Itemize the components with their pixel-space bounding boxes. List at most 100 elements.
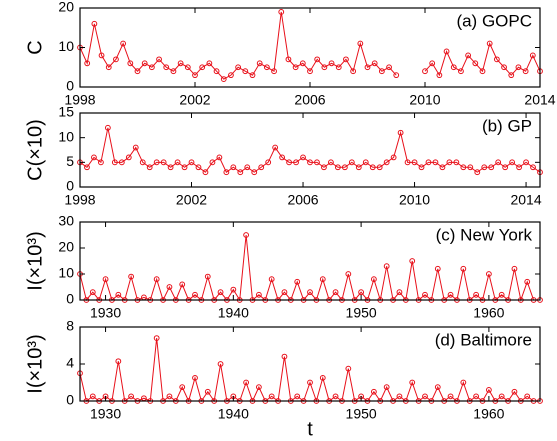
data-point: [244, 164, 251, 171]
data-point: [166, 393, 173, 400]
data-point: [84, 60, 91, 67]
data-point: [328, 60, 335, 67]
x-tick-label: 2014: [524, 92, 555, 108]
data-point: [192, 72, 198, 79]
data-point: [286, 159, 292, 166]
data-point: [485, 271, 492, 277]
data-point: [473, 291, 480, 298]
data-point: [409, 258, 416, 264]
data-point: [341, 164, 348, 171]
x-tick-label: 1940: [218, 305, 249, 321]
data-point: [134, 68, 141, 75]
x-tick-label: 1950: [346, 406, 377, 422]
data-point: [473, 393, 480, 400]
data-point: [268, 393, 275, 400]
y-tick-label: 30: [58, 213, 74, 229]
data-point: [307, 68, 313, 75]
data-point: [425, 159, 432, 166]
data-point: [84, 164, 90, 171]
data-point: [370, 276, 377, 283]
data-point: [174, 159, 181, 166]
x-tick-label: 1960: [473, 305, 504, 321]
data-point: [511, 265, 518, 272]
data-point: [206, 60, 213, 67]
data-point: [515, 64, 522, 71]
data-point: [166, 284, 173, 290]
data-point: [383, 384, 390, 391]
data-point: [220, 76, 227, 82]
data-point: [370, 388, 377, 395]
data-point: [271, 68, 277, 75]
data-point: [378, 68, 385, 75]
data-point: [314, 159, 320, 166]
data-point: [265, 159, 272, 166]
x-tick-label: 1930: [90, 305, 121, 321]
data-point: [278, 9, 285, 15]
data-point: [255, 291, 262, 298]
data-point: [397, 129, 404, 136]
data-point: [132, 144, 139, 151]
data-point: [332, 289, 339, 296]
data-point: [498, 393, 505, 400]
y-axis-label: C(×10): [24, 119, 46, 181]
data-point: [188, 159, 195, 166]
y-tick-label: 5: [66, 153, 74, 169]
data-point: [436, 72, 443, 79]
data-point: [307, 159, 313, 166]
data-point: [523, 159, 529, 166]
data-point: [307, 379, 313, 386]
data-point: [383, 263, 390, 270]
data-point: [465, 52, 472, 59]
data-point: [118, 159, 125, 166]
data-point: [160, 159, 167, 166]
x-tick-label: 1998: [64, 192, 95, 208]
data-point: [319, 276, 326, 283]
data-point: [113, 56, 119, 63]
x-tick-label: 2006: [287, 192, 318, 208]
data-point: [294, 278, 301, 285]
series-line: [79, 234, 540, 302]
x-tick-label: 1998: [64, 92, 95, 108]
data-point: [300, 154, 306, 161]
data-point: [104, 124, 111, 131]
data-point: [128, 393, 135, 400]
data-point: [146, 164, 153, 171]
data-point: [335, 64, 342, 71]
data-point: [530, 164, 536, 171]
y-tick-label: 4: [66, 355, 74, 371]
data-point: [105, 64, 112, 71]
data-point: [376, 164, 383, 171]
data-point: [502, 164, 509, 171]
data-point: [450, 64, 457, 71]
series-line: [79, 127, 541, 173]
data-point: [179, 281, 186, 288]
data-point: [396, 393, 403, 400]
data-point: [243, 232, 250, 238]
data-point: [529, 52, 536, 59]
data-point: [334, 164, 341, 171]
data-point: [202, 169, 209, 176]
data-point: [216, 154, 223, 161]
data-point: [115, 358, 122, 365]
data-point: [511, 388, 518, 395]
x-tick-label: 1940: [218, 406, 249, 422]
data-point: [422, 68, 428, 75]
data-point: [481, 164, 488, 171]
data-point: [293, 159, 299, 166]
data-point: [429, 60, 436, 67]
data-point: [213, 68, 220, 75]
data-point: [256, 60, 263, 67]
data-point: [89, 289, 96, 296]
data-point: [102, 276, 109, 283]
data-point: [98, 52, 105, 59]
data-point: [358, 289, 365, 296]
data-point: [192, 291, 198, 298]
data-point: [321, 164, 327, 171]
x-tick-label: 1930: [90, 406, 121, 422]
data-point: [447, 393, 454, 400]
data-point: [292, 64, 299, 71]
data-point: [350, 68, 357, 75]
x-tick-label: 2010: [399, 192, 430, 208]
data-point: [446, 159, 453, 166]
data-point: [495, 159, 502, 166]
